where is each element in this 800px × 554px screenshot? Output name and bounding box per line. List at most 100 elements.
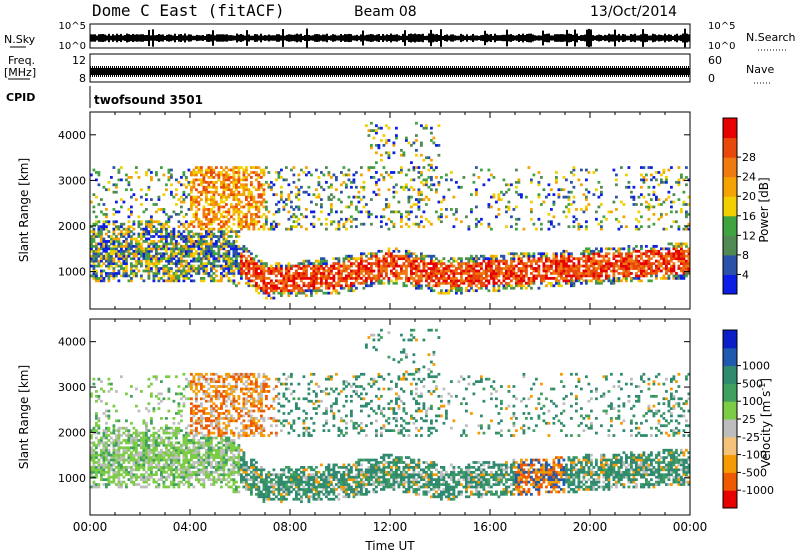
power-cell (112, 247, 116, 251)
power-cell (230, 176, 233, 179)
power-cell (180, 205, 183, 209)
power-cell (100, 210, 103, 214)
nave-bar (584, 66, 585, 77)
power-cell (222, 183, 226, 187)
power-cell (475, 225, 478, 229)
power-cell (142, 254, 146, 258)
velocity-cell (92, 431, 96, 435)
power-cell (597, 267, 601, 270)
power-cell (605, 267, 608, 270)
power-cell (512, 257, 516, 261)
power-cell (155, 232, 158, 236)
power-cell (607, 279, 611, 283)
power-cell (330, 222, 333, 226)
power-cell (435, 144, 438, 147)
power-cell (555, 171, 558, 174)
power-cell (607, 267, 611, 270)
power-cell (607, 276, 611, 280)
power-cell (415, 121, 418, 125)
power-cell (355, 195, 358, 199)
power-cell (307, 264, 311, 268)
power-cell (197, 190, 201, 194)
power-cell (387, 254, 391, 258)
velocity-cell (92, 463, 96, 467)
power-cell (635, 227, 638, 231)
power-cell (492, 289, 496, 293)
noise-bar (190, 34, 192, 42)
nave-bar (418, 66, 419, 77)
power-cell (602, 254, 606, 258)
power-cell (220, 220, 223, 224)
power-cell (227, 220, 231, 224)
power-cell (257, 210, 261, 214)
nave-bar (328, 66, 329, 77)
power-cell (120, 225, 123, 229)
power-cell (237, 244, 241, 248)
power-cell (527, 284, 531, 288)
noise-bar (260, 33, 262, 43)
power-cell (485, 279, 488, 283)
power-cell (487, 281, 491, 285)
nave-bar (366, 66, 367, 77)
power-cell (237, 254, 241, 258)
power-cell (252, 259, 256, 263)
power-cell (190, 247, 193, 251)
power-cell (675, 210, 678, 214)
power-cell (225, 220, 228, 224)
power-cell (420, 220, 423, 224)
nave-bar (504, 66, 505, 77)
power-cell (507, 281, 511, 285)
power-cell (505, 272, 508, 275)
power-cell (152, 242, 156, 246)
power-cell (212, 242, 216, 246)
power-cell (162, 222, 166, 226)
nave-bar (234, 66, 235, 77)
power-cell (492, 269, 496, 273)
power-cell (190, 208, 193, 211)
power-cell (495, 264, 498, 268)
power-cell (520, 279, 523, 283)
power-cell (437, 262, 441, 265)
power-cell (452, 269, 456, 273)
power-cell (257, 215, 261, 219)
power-cell (577, 272, 581, 275)
power-cell (547, 212, 551, 216)
power-cell (237, 269, 241, 273)
power-cell (392, 267, 396, 270)
power-cell (192, 200, 196, 204)
power-cell (505, 205, 508, 209)
nave-bar (608, 66, 609, 77)
power-cell (430, 257, 433, 261)
power-cell (155, 252, 158, 256)
power-cell (417, 188, 421, 192)
noise-bar (382, 34, 384, 42)
power-cell (190, 190, 193, 194)
power-cell (377, 262, 381, 265)
power-cell (380, 173, 383, 177)
power-cell (217, 193, 221, 197)
power-cell (665, 259, 668, 263)
power-cell (242, 173, 246, 177)
nave-bar (376, 66, 377, 77)
power-cell (422, 166, 426, 169)
power-cell (267, 183, 271, 187)
noise-bar (326, 33, 328, 43)
power-cell (90, 200, 93, 204)
noise-bar (588, 28, 590, 48)
power-cell (150, 242, 153, 246)
noise-bar (428, 33, 430, 43)
power-cell (282, 205, 286, 209)
power-cell (405, 269, 408, 273)
power-cell (207, 257, 211, 261)
velocity-cell (95, 451, 98, 455)
power-cell (197, 183, 201, 187)
power-cell (225, 227, 228, 231)
power-cell (90, 244, 93, 248)
power-cell (525, 267, 528, 270)
power-cell (435, 190, 438, 194)
power-cell (375, 144, 378, 147)
power-cell (250, 220, 253, 224)
power-cell (640, 262, 643, 265)
power-cell (317, 289, 321, 293)
power-cell (167, 178, 171, 182)
